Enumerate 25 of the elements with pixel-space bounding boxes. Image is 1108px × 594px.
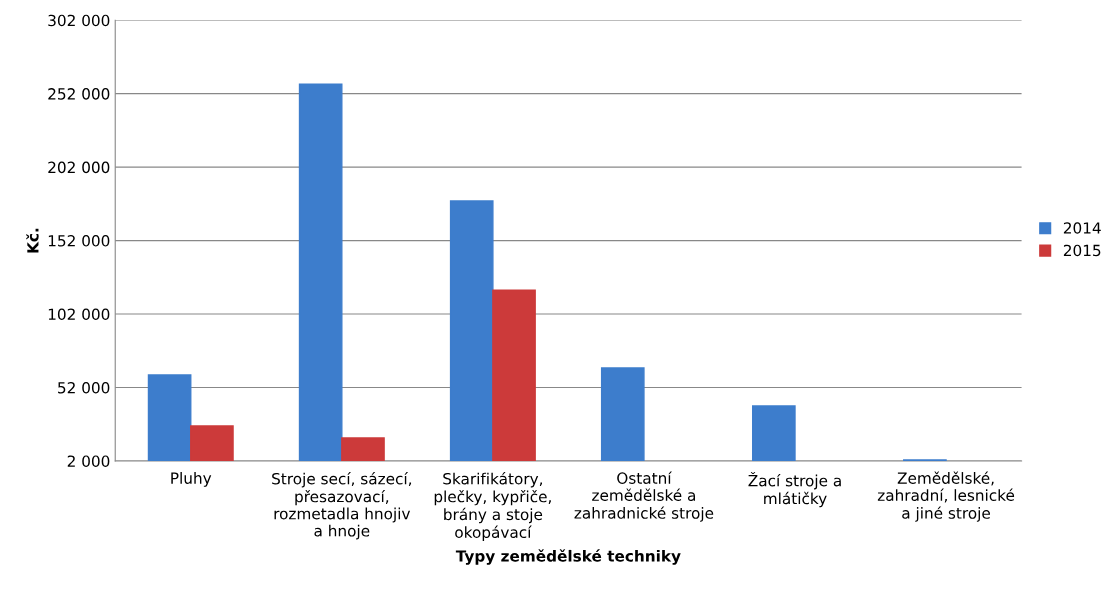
bar — [492, 289, 536, 461]
bar — [298, 83, 343, 461]
bar — [751, 405, 796, 461]
x-axis-title: Typy zemědělské techniky — [455, 549, 681, 565]
x-tick-label: Pluhy — [171, 472, 212, 487]
x-tick-label: Ostatní zemědělské a zahradnické stroje — [574, 471, 714, 522]
bar — [190, 425, 234, 461]
x-tick-label: Skarifikátory, plečky, kypřiče, brány a stoje okopávací — [434, 472, 551, 541]
y-tick-label: 252 000 — [48, 88, 110, 100]
x-tick-label: Zemědělské, zahradní, lesnické a jiné stroje — [877, 471, 1015, 522]
y-tick-label: 302 000 — [48, 14, 110, 27]
y-tick-label: 102 000 — [48, 308, 110, 321]
y-tick-label: 152 000 — [48, 235, 110, 247]
bar — [341, 437, 385, 461]
x-tick-label: Žací stroje a mlátičky — [748, 472, 841, 508]
y-axis-title: Kč. — [26, 228, 39, 253]
legend-label: 2015 — [1063, 244, 1101, 257]
bar — [449, 200, 494, 461]
y-tick-label: 52 000 — [58, 381, 110, 394]
bar — [600, 367, 645, 461]
bar — [147, 374, 192, 461]
legend-label: 2014 — [1063, 222, 1101, 234]
y-tick-label: 2 000 — [67, 455, 110, 467]
y-tick-label: 202 000 — [48, 161, 110, 174]
x-tick-label: Stroje secí, sázecí, přesazovací, rozmetadla hnojiv a hnoje — [272, 472, 412, 540]
